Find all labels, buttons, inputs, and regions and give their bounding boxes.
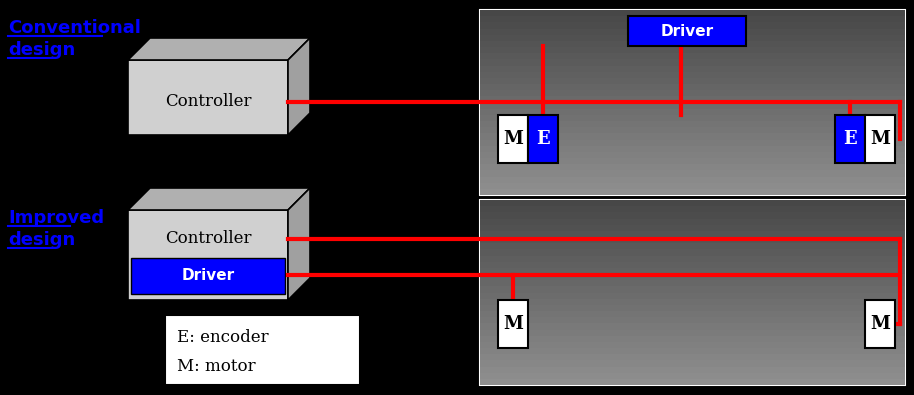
Bar xyxy=(480,59,905,66)
Bar xyxy=(498,115,528,163)
Bar xyxy=(480,237,905,243)
Bar xyxy=(480,225,905,231)
Text: M: M xyxy=(503,315,523,333)
Bar xyxy=(480,268,905,274)
Bar xyxy=(480,41,905,47)
Bar xyxy=(480,28,905,35)
Bar xyxy=(165,315,360,385)
Bar xyxy=(480,256,905,261)
Text: Controller: Controller xyxy=(165,230,251,247)
Bar xyxy=(480,367,905,372)
Bar xyxy=(131,258,285,294)
Bar xyxy=(528,115,558,163)
Polygon shape xyxy=(288,188,310,300)
Bar xyxy=(480,280,905,286)
Bar xyxy=(480,311,905,317)
Bar xyxy=(480,10,905,195)
Bar xyxy=(480,134,905,139)
Bar xyxy=(480,182,905,189)
Text: E: encoder
M: motor: E: encoder M: motor xyxy=(177,329,269,375)
Text: Conventional: Conventional xyxy=(8,19,141,37)
Bar xyxy=(480,231,905,237)
Polygon shape xyxy=(128,38,310,60)
Text: E: E xyxy=(844,130,856,148)
Bar xyxy=(480,170,905,177)
Bar xyxy=(480,317,905,324)
Bar xyxy=(480,213,905,218)
Text: design: design xyxy=(8,231,75,249)
Text: M: M xyxy=(870,315,890,333)
Bar xyxy=(480,286,905,293)
Bar xyxy=(480,274,905,280)
Bar xyxy=(480,127,905,134)
Bar xyxy=(480,336,905,342)
Bar xyxy=(480,379,905,385)
Bar xyxy=(480,23,905,28)
Bar xyxy=(480,342,905,348)
Bar xyxy=(628,16,746,46)
Bar xyxy=(835,115,865,163)
Bar xyxy=(480,158,905,164)
Bar xyxy=(480,189,905,195)
Bar xyxy=(480,293,905,299)
Bar xyxy=(480,139,905,146)
Bar xyxy=(480,372,905,379)
Text: Driver: Driver xyxy=(661,23,714,38)
Bar xyxy=(498,300,528,348)
Bar xyxy=(480,177,905,182)
Bar xyxy=(480,115,905,121)
Bar xyxy=(480,102,905,109)
Text: design: design xyxy=(8,41,75,59)
Bar xyxy=(480,305,905,311)
Bar xyxy=(480,200,905,385)
Bar xyxy=(480,348,905,354)
Bar xyxy=(480,152,905,158)
Bar xyxy=(480,164,905,170)
Bar xyxy=(480,66,905,71)
Bar xyxy=(480,146,905,152)
Bar xyxy=(480,90,905,96)
Polygon shape xyxy=(128,210,288,300)
Bar xyxy=(480,299,905,305)
Text: Improved: Improved xyxy=(8,209,104,227)
Bar xyxy=(480,35,905,41)
Bar xyxy=(480,78,905,84)
Bar xyxy=(480,121,905,127)
Bar xyxy=(480,109,905,115)
Bar xyxy=(480,243,905,249)
Bar xyxy=(480,200,905,206)
Bar xyxy=(480,16,905,23)
Polygon shape xyxy=(128,60,288,135)
Bar xyxy=(480,206,905,213)
Bar xyxy=(480,218,905,225)
Bar xyxy=(480,47,905,53)
Text: M: M xyxy=(503,130,523,148)
Bar xyxy=(480,53,905,59)
Bar xyxy=(865,115,895,163)
Text: E: E xyxy=(537,130,550,148)
Bar xyxy=(480,261,905,268)
Bar xyxy=(480,84,905,90)
Bar xyxy=(480,71,905,78)
Bar xyxy=(480,329,905,336)
Bar xyxy=(480,354,905,360)
Bar xyxy=(480,249,905,256)
Bar xyxy=(865,300,895,348)
Bar xyxy=(480,10,905,16)
Text: M: M xyxy=(870,130,890,148)
Bar xyxy=(480,96,905,102)
Bar xyxy=(480,360,905,367)
Text: Driver: Driver xyxy=(182,268,235,283)
Polygon shape xyxy=(288,38,310,135)
Polygon shape xyxy=(128,188,310,210)
Text: Controller: Controller xyxy=(165,93,251,110)
Bar xyxy=(480,324,905,329)
